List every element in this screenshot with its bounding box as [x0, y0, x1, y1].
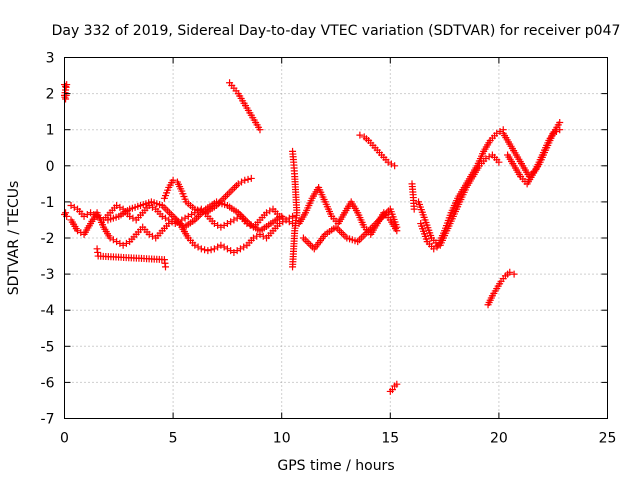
data-point — [388, 386, 396, 394]
data-points — [61, 79, 564, 395]
data-point — [278, 212, 286, 220]
series-low-20 — [484, 268, 518, 309]
series-low-15 — [386, 380, 401, 395]
axis-ticks — [64, 57, 608, 419]
data-point — [161, 263, 169, 271]
chart-title: Day 332 of 2019, Sidereal Day-to-day VTE… — [52, 23, 621, 39]
series-upper-arc — [160, 174, 255, 217]
y-tick-label: -6 — [41, 375, 55, 391]
data-point — [62, 95, 70, 103]
data-point — [289, 212, 297, 220]
data-point — [356, 131, 364, 139]
data-point — [393, 223, 401, 231]
data-point — [506, 268, 514, 276]
data-point — [201, 246, 209, 254]
data-point — [393, 380, 401, 388]
series-slope-8 — [226, 79, 264, 134]
series-spike-16 — [408, 180, 418, 213]
data-point — [556, 126, 564, 134]
series-spike-10 — [289, 147, 301, 271]
data-point — [207, 246, 215, 254]
data-point — [169, 176, 177, 184]
data-point — [204, 247, 212, 255]
series-spike-low-left — [93, 245, 169, 271]
data-point — [62, 91, 70, 99]
y-tick-label: 2 — [46, 87, 55, 103]
series-band-11-15-low — [299, 205, 401, 253]
y-tick-label: -3 — [41, 267, 55, 283]
x-tick-label: 15 — [381, 431, 399, 447]
data-point — [495, 158, 503, 166]
tick-labels: 0 5 10 15 20 25 -7 -6 -5 -4 -3 -2 -1 0 1 2 3 — [41, 51, 617, 447]
y-tick-label: -4 — [41, 303, 55, 319]
y-tick-label: 3 — [46, 51, 55, 67]
x-tick-label: 25 — [599, 431, 617, 447]
x-tick-label: 0 — [60, 431, 69, 447]
series-band-16-19-low — [417, 151, 503, 253]
y-tick-label: -1 — [41, 195, 55, 211]
data-point — [62, 209, 70, 217]
series-band-20-23-low — [504, 126, 564, 188]
y-tick-label: 0 — [46, 159, 55, 175]
y-axis-label: SDTVAR / TECUs — [6, 181, 22, 296]
data-point — [289, 263, 297, 271]
y-tick-label: 1 — [46, 123, 55, 139]
y-tick-label: -5 — [41, 339, 55, 355]
y-tick-label: -2 — [41, 231, 55, 247]
data-point — [197, 245, 205, 253]
data-point — [244, 175, 252, 183]
data-point — [247, 174, 255, 182]
x-tick-label: 10 — [273, 431, 291, 447]
data-point — [256, 126, 264, 134]
x-tick-label: 5 — [169, 431, 178, 447]
data-point — [241, 176, 249, 184]
x-axis-label: GPS time / hours — [277, 458, 394, 474]
x-tick-label: 20 — [490, 431, 508, 447]
y-tick-label: -7 — [41, 412, 55, 428]
data-point — [510, 270, 518, 278]
series-arc-14 — [356, 131, 399, 170]
data-point — [556, 118, 564, 126]
data-point — [410, 205, 418, 213]
data-point — [391, 162, 399, 170]
